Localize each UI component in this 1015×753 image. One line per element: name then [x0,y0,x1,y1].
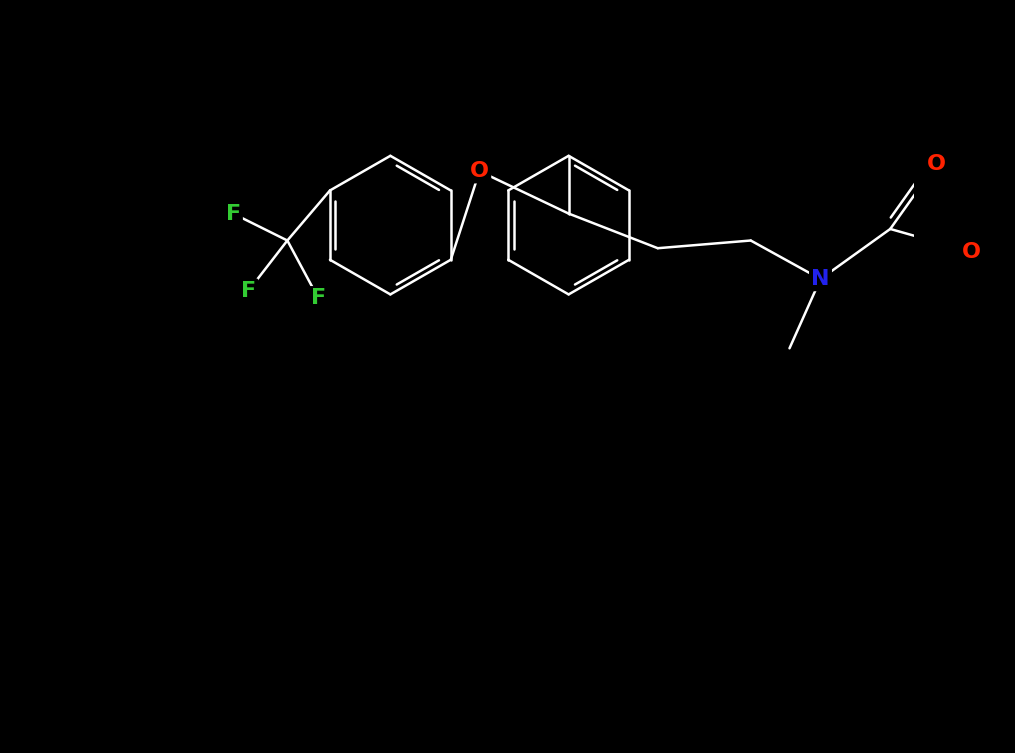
Text: O: O [962,242,982,262]
Text: O: O [928,154,946,173]
Text: N: N [811,269,829,289]
Text: F: F [311,288,326,308]
Text: O: O [470,161,489,181]
Text: F: F [225,203,241,224]
Text: F: F [241,281,256,300]
